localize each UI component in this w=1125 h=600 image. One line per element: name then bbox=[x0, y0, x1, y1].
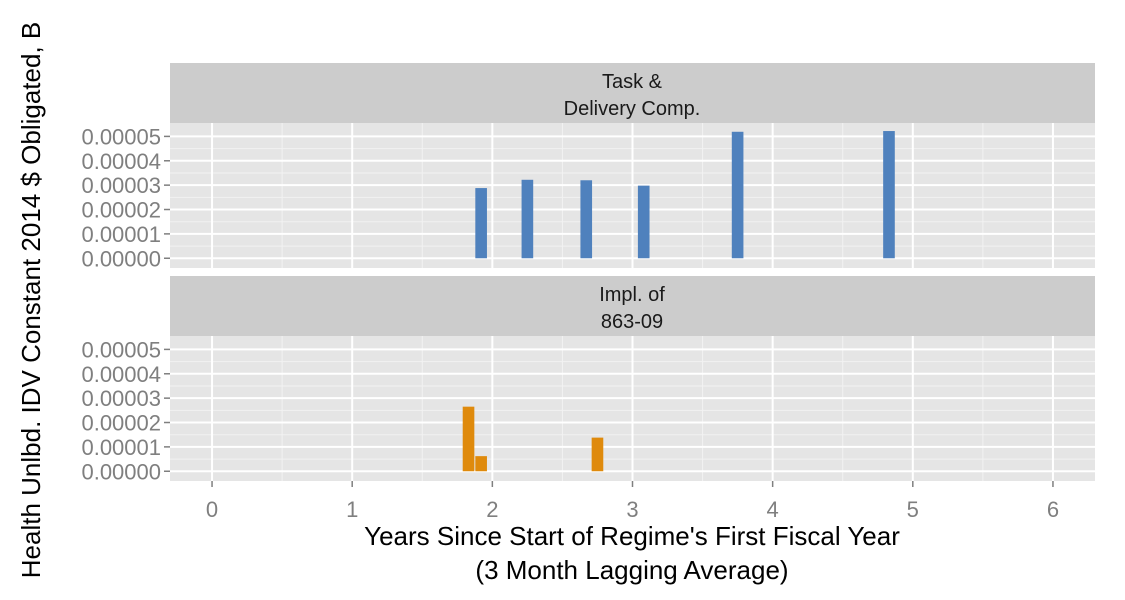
panel-1-strip bbox=[170, 63, 1095, 123]
bar bbox=[591, 437, 604, 472]
y-tick-label: 0.00001 bbox=[81, 435, 161, 460]
y-axis-title: Health Unlbd. IDV Constant 2014 $ Obliga… bbox=[16, 22, 46, 578]
y-tick-label: 0.00002 bbox=[81, 411, 161, 436]
y-tick-label: 0.00000 bbox=[81, 459, 161, 484]
bar bbox=[462, 406, 475, 472]
panel-2-strip-label-line1: Impl. of bbox=[599, 284, 665, 306]
x-tick-label: 5 bbox=[907, 497, 919, 522]
x-tick-label: 4 bbox=[767, 497, 779, 522]
panel-2-y-tick-labels: 0.000000.000010.000020.000030.000040.000… bbox=[81, 337, 170, 484]
y-tick-label: 0.00002 bbox=[81, 198, 161, 223]
panel-1: Task & Delivery Comp. 0.000000.000010.00… bbox=[81, 63, 1095, 271]
bar bbox=[731, 131, 744, 259]
bar bbox=[475, 188, 487, 259]
bar bbox=[580, 180, 593, 259]
x-axis-title-line2: (3 Month Lagging Average) bbox=[475, 555, 788, 585]
y-tick-label: 0.00004 bbox=[81, 149, 161, 174]
panel-2-strip bbox=[170, 276, 1095, 336]
y-tick-label: 0.00004 bbox=[81, 362, 161, 387]
x-tick-label: 2 bbox=[486, 497, 498, 522]
y-tick-label: 0.00003 bbox=[81, 173, 161, 198]
bar bbox=[475, 456, 487, 472]
panel-2-strip-label-line2: 863-09 bbox=[601, 311, 663, 333]
y-tick-label: 0.00003 bbox=[81, 386, 161, 411]
panel-2-grid bbox=[170, 336, 1095, 481]
y-tick-label: 0.00005 bbox=[81, 337, 161, 362]
panel-2-bars bbox=[462, 406, 604, 472]
panel-1-grid bbox=[170, 123, 1095, 268]
y-tick-label: 0.00001 bbox=[81, 222, 161, 247]
x-tick-label: 0 bbox=[206, 497, 218, 522]
x-tick-label: 3 bbox=[626, 497, 638, 522]
panel-2: Impl. of 863-09 0.000000.000010.000020.0… bbox=[81, 276, 1095, 484]
y-tick-label: 0.00005 bbox=[81, 124, 161, 149]
panel-1-strip-label-line2: Delivery Comp. bbox=[564, 98, 701, 120]
panel-1-bars bbox=[475, 131, 895, 259]
x-axis-title-line1: Years Since Start of Regime's First Fisc… bbox=[364, 521, 900, 551]
bar bbox=[521, 179, 534, 259]
y-tick-label: 0.00000 bbox=[81, 246, 161, 271]
x-tick-label: 1 bbox=[346, 497, 358, 522]
x-tick-label: 6 bbox=[1047, 497, 1059, 522]
bar bbox=[637, 185, 650, 259]
panel-1-strip-label-line1: Task & bbox=[602, 71, 663, 93]
panel-1-y-tick-labels: 0.000000.000010.000020.000030.000040.000… bbox=[81, 124, 170, 271]
x-axis: 0 1 2 3 4 5 6 bbox=[206, 481, 1059, 522]
bar bbox=[883, 131, 895, 259]
